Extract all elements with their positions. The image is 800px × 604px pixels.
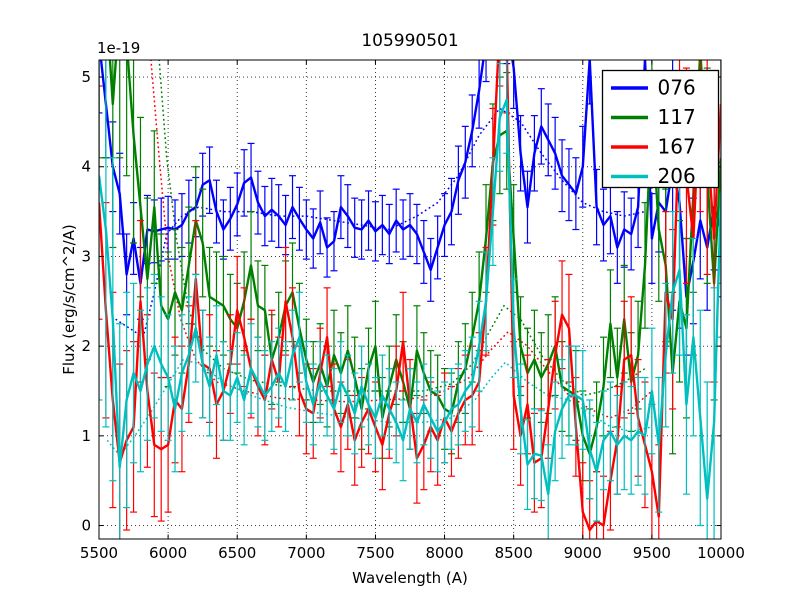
legend-entry-206: 206 xyxy=(611,164,696,188)
y-tick-label: 1 xyxy=(81,427,91,445)
legend: 076 117 167 206 xyxy=(601,69,720,189)
legend-entry-076: 076 xyxy=(611,76,696,100)
y-tick-label: 2 xyxy=(81,337,91,355)
y-tick-label: 5 xyxy=(81,68,91,86)
x-tick-label: 7000 xyxy=(287,544,325,562)
series-206-line xyxy=(99,98,721,500)
legend-entry-label: 076 xyxy=(658,76,696,100)
plot-data xyxy=(99,60,721,539)
legend-entry-label: 167 xyxy=(658,135,696,159)
x-axis-label: Wavelength (A) xyxy=(352,569,468,587)
y-axis-offset-text: 1e-19 xyxy=(97,39,140,57)
legend-entry-label: 206 xyxy=(658,164,696,188)
legend-entry-167: 167 xyxy=(611,135,696,159)
x-tick-label: 9000 xyxy=(564,544,602,562)
x-tick-label: 6000 xyxy=(149,544,187,562)
y-axis-label: Flux (erg/s/cm^2/A) xyxy=(60,224,78,375)
series-206 xyxy=(99,60,721,539)
axes: 5500 6000 6500 7000 7500 8000 8500 9000 9500 1000… xyxy=(80,59,745,562)
x-tick-label: 6500 xyxy=(218,544,256,562)
legend-entry-label: 117 xyxy=(658,105,696,129)
plot-spines xyxy=(98,59,722,540)
x-tick-label: 8500 xyxy=(495,544,533,562)
legend-box xyxy=(601,69,720,189)
x-tick-label: 9500 xyxy=(633,544,671,562)
x-tick-label: 7500 xyxy=(356,544,394,562)
legend-entry-117: 117 xyxy=(611,105,696,129)
x-tick-label: 10000 xyxy=(697,544,745,562)
plot-title: 105990501 xyxy=(361,31,458,51)
x-tick-label: 5500 xyxy=(80,544,118,562)
series-076-line xyxy=(99,60,721,298)
x-tick-label: 8000 xyxy=(425,544,463,562)
y-tick-label: 3 xyxy=(81,247,91,265)
y-tick-label: 4 xyxy=(81,158,91,176)
y-tick-label: 0 xyxy=(81,517,91,535)
